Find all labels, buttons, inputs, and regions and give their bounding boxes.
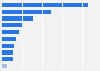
Bar — [2, 57, 12, 61]
Bar — [2, 16, 33, 21]
Bar — [2, 23, 24, 27]
Bar — [2, 64, 7, 68]
Bar — [2, 30, 18, 34]
Bar — [2, 3, 88, 7]
Bar — [2, 44, 14, 48]
Bar — [2, 37, 16, 41]
Bar — [2, 10, 51, 14]
Bar — [2, 50, 14, 55]
